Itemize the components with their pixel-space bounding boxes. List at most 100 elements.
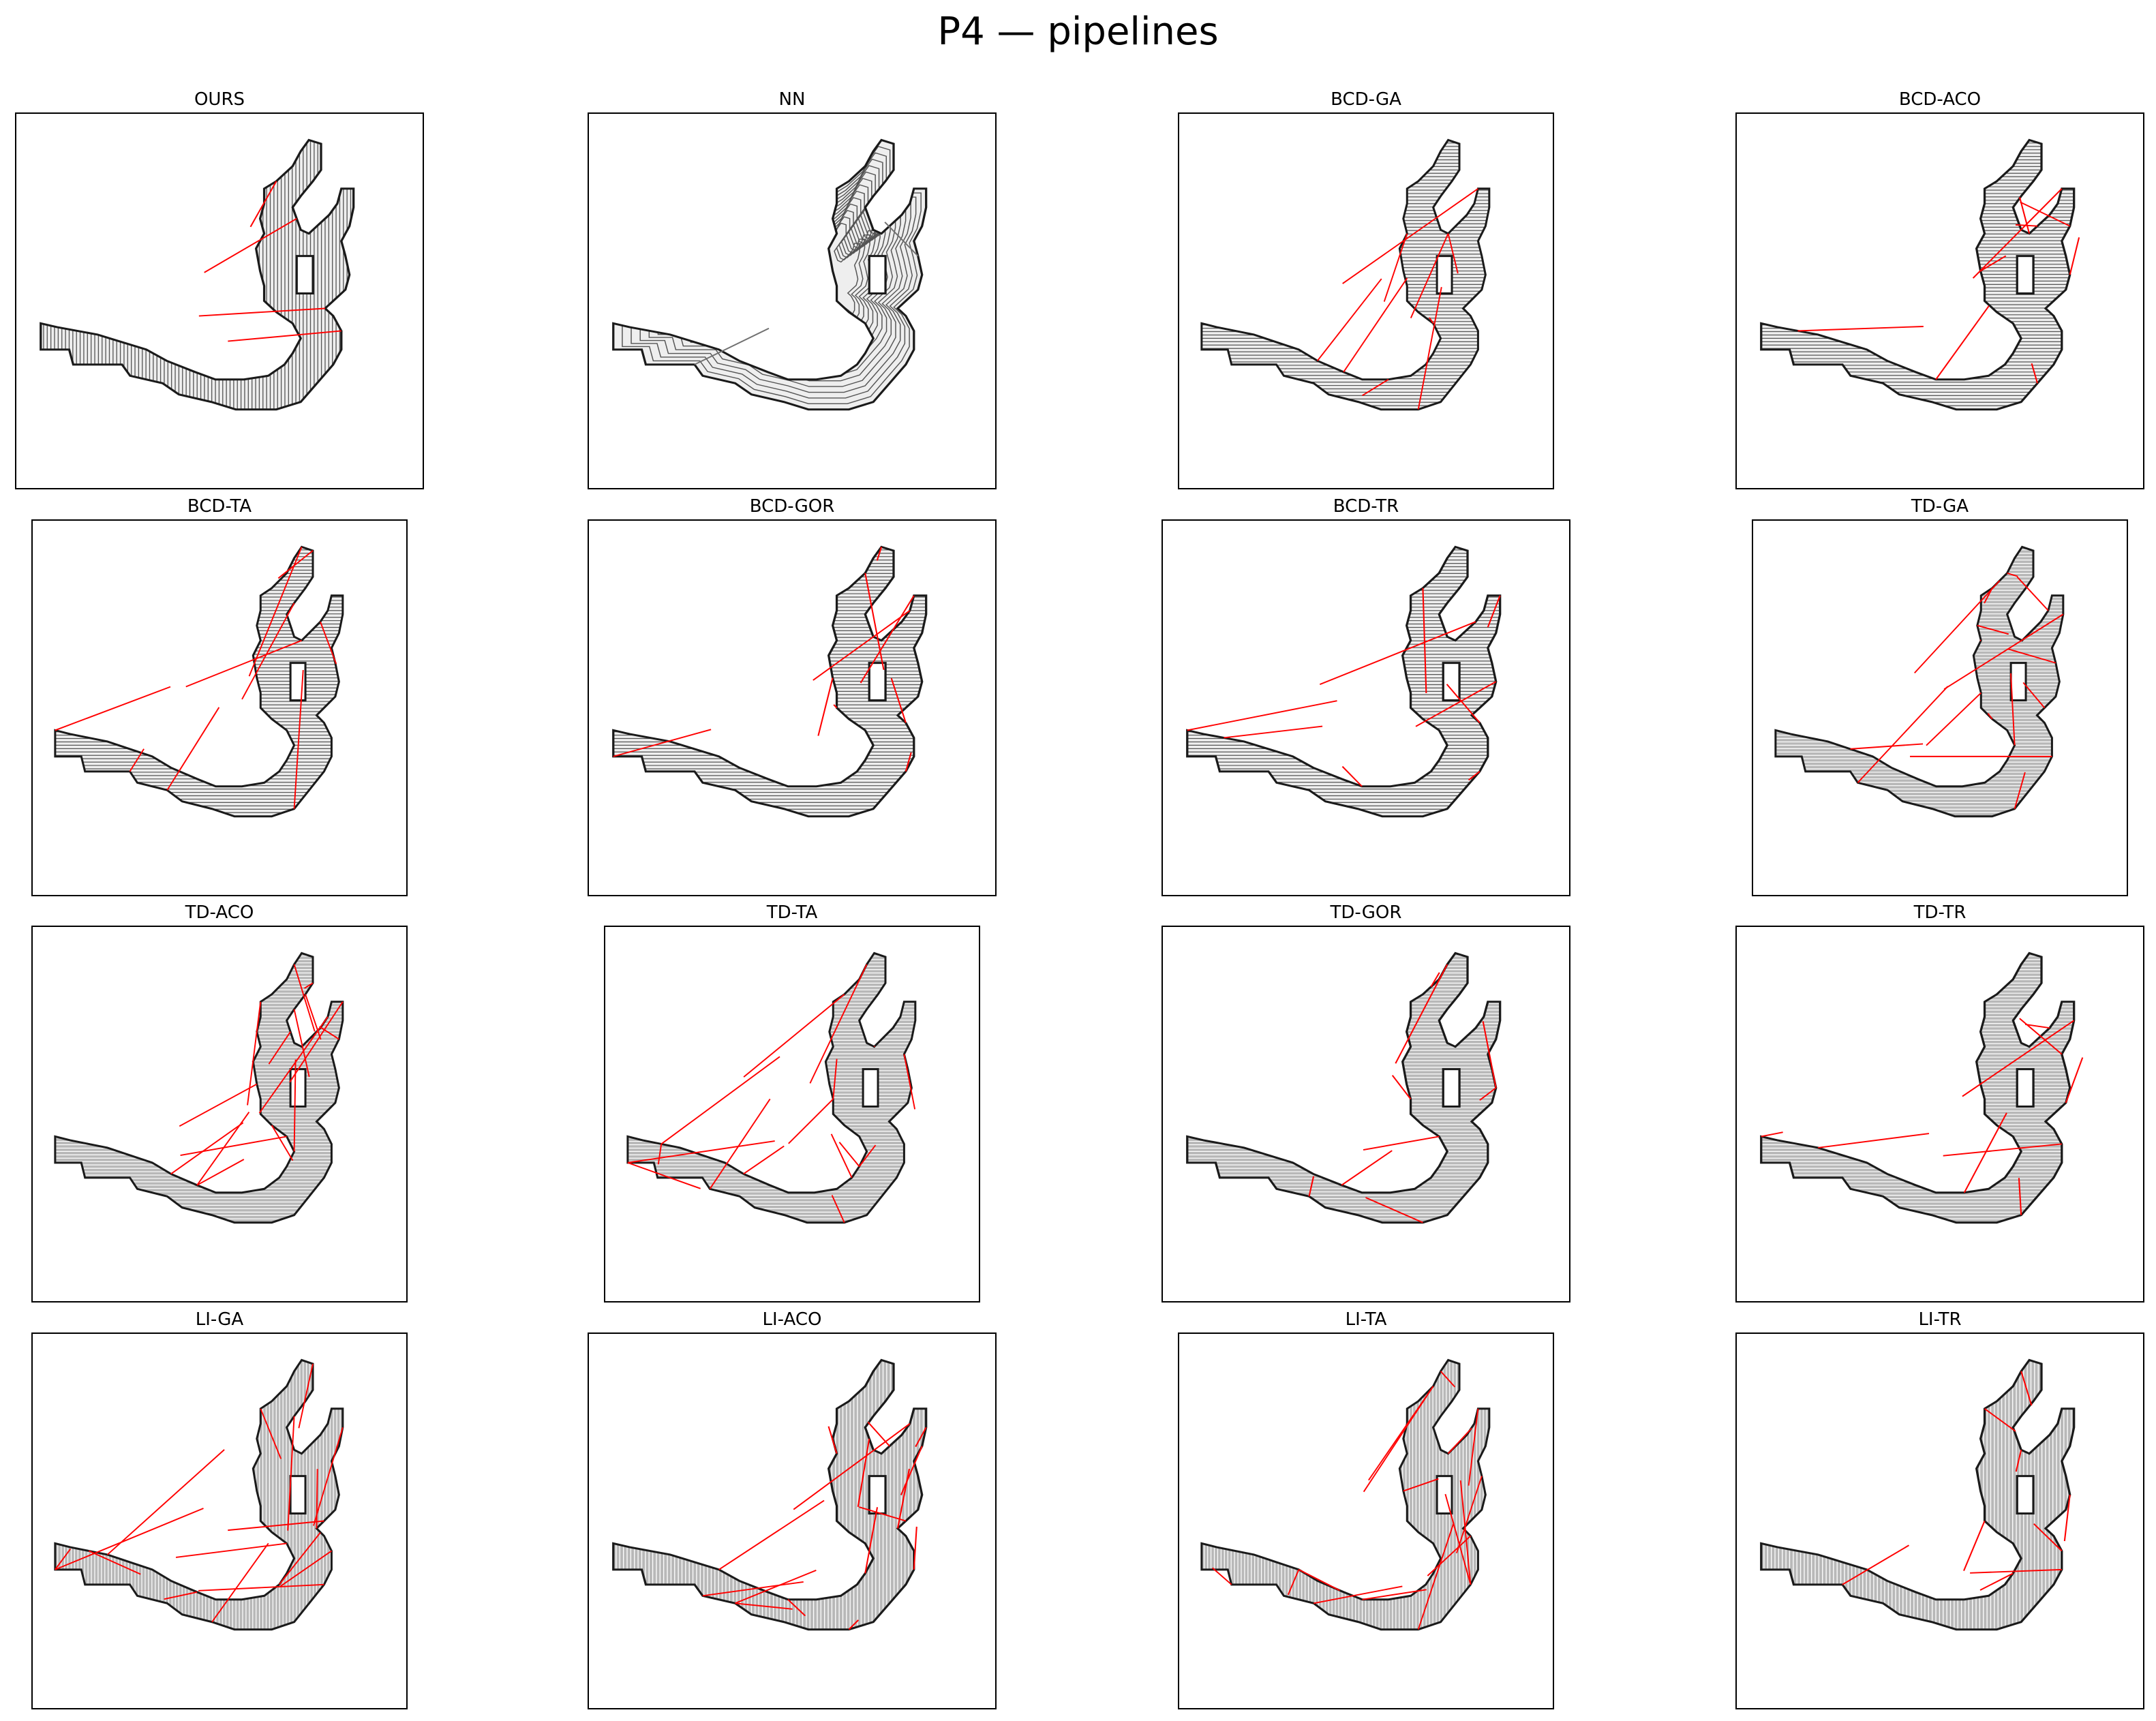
pipeline-plot (54, 545, 344, 818)
connector-line (248, 547, 303, 677)
connector-line (1365, 1197, 1423, 1223)
connector-line (867, 1421, 890, 1447)
connector-line (838, 1142, 860, 1167)
connector-line (1224, 725, 1323, 739)
panel-title: LI-ACO (762, 1309, 822, 1330)
panel-title: TD-TR (1913, 902, 1967, 923)
coverage-path (1761, 140, 2074, 410)
connector-line (1963, 1112, 2007, 1193)
connector-line (890, 677, 907, 723)
connector-line (1935, 305, 1990, 380)
panel-bcd-tr (1161, 519, 1570, 896)
region-outline (626, 951, 917, 1224)
pipeline-plot (54, 951, 344, 1224)
pipeline-plot (1760, 951, 2084, 1224)
connector-line (858, 1144, 877, 1167)
connector-line (1977, 624, 2009, 635)
connector-lines (627, 964, 916, 1223)
panel-bcd-ta (31, 519, 408, 896)
region-outline (1760, 1358, 2076, 1631)
connector-line (1914, 580, 2001, 674)
connector-line (2015, 1449, 2022, 1472)
obstacle-hole (2009, 662, 2027, 702)
connector-line (211, 1542, 269, 1623)
connector-line (900, 1446, 923, 1495)
connector-line (1422, 588, 1427, 693)
obstacle-hole (295, 255, 314, 295)
connector-line (196, 1159, 245, 1186)
connector-line (249, 181, 277, 228)
connector-line (1314, 1585, 1403, 1604)
connector-line (320, 621, 337, 665)
panel-title: OURS (194, 89, 245, 110)
connector-line (305, 994, 322, 1040)
connector-line (313, 1427, 344, 1526)
panel-td-aco (31, 926, 408, 1303)
region-outline (612, 1358, 928, 1631)
connector-line (817, 677, 834, 736)
connector-lines (1317, 188, 1478, 410)
connector-lines (170, 964, 344, 1186)
connector-line (1972, 188, 2063, 279)
connector-line (828, 1426, 838, 1454)
connector-line (55, 1508, 204, 1570)
connector-line (1797, 326, 1924, 332)
connector-line (735, 1569, 817, 1604)
connector-line (709, 1098, 771, 1189)
connector-line (204, 217, 297, 273)
coverage-path (55, 953, 343, 1223)
panel-td-ga (1752, 519, 2128, 896)
connector-line (613, 729, 712, 757)
connector-line (1459, 1480, 1472, 1585)
connector-line (661, 1056, 780, 1145)
coverage-path (613, 547, 926, 817)
connector-line (1343, 277, 1408, 373)
connector-line (304, 982, 314, 989)
connector-line (1446, 684, 1481, 724)
connector-line (1482, 1021, 1497, 1088)
connector-line (185, 639, 302, 688)
connector-line (2007, 572, 2018, 577)
panel-title: LI-TA (1345, 1309, 1387, 1330)
connector-line (1447, 233, 1459, 274)
connector-line (627, 1161, 701, 1189)
connector-line (788, 1098, 834, 1144)
connector-line (1319, 621, 1476, 686)
connector-line (1362, 1589, 1427, 1600)
connector-line (1212, 1567, 1232, 1585)
panel-title: TD-TA (766, 902, 818, 923)
connector-line (258, 1016, 329, 1114)
connector-line (1391, 1075, 1412, 1100)
connector-lines (55, 1363, 344, 1623)
connector-line (832, 1059, 838, 1099)
figure-title: P4 — pipelines (937, 10, 1219, 54)
pipeline-plot (1200, 1358, 1491, 1631)
connector-line (1308, 1176, 1315, 1197)
panel-title: BCD-ACO (1898, 89, 1982, 110)
obstacle-hole (289, 662, 307, 702)
connector-line (278, 1532, 321, 1585)
connector-line (1943, 1143, 2062, 1157)
connector-line (1363, 1136, 1440, 1151)
pipeline-plot (1200, 138, 1491, 411)
region-outline (1760, 951, 2076, 1224)
pipeline-plot (612, 1358, 928, 1631)
connector-line (1429, 317, 1434, 324)
connector-line (106, 1449, 225, 1555)
connector-line (198, 307, 326, 317)
connector-line (1963, 1521, 1986, 1571)
connector-line (1368, 1386, 1434, 1481)
panel-title: BCD-TA (187, 496, 252, 517)
connector-line (268, 1031, 291, 1065)
connector-line (1403, 1478, 1439, 1492)
connector-line (228, 1520, 324, 1532)
obstacle-hole (868, 1475, 887, 1515)
connector-line (164, 1591, 198, 1600)
connector-line (166, 707, 220, 791)
region-outline (612, 545, 928, 818)
region-outline (1186, 951, 1502, 1224)
connector-line (316, 1469, 318, 1529)
connector-line (702, 1581, 804, 1597)
connector-line (1415, 681, 1497, 727)
connector-line (813, 610, 911, 681)
